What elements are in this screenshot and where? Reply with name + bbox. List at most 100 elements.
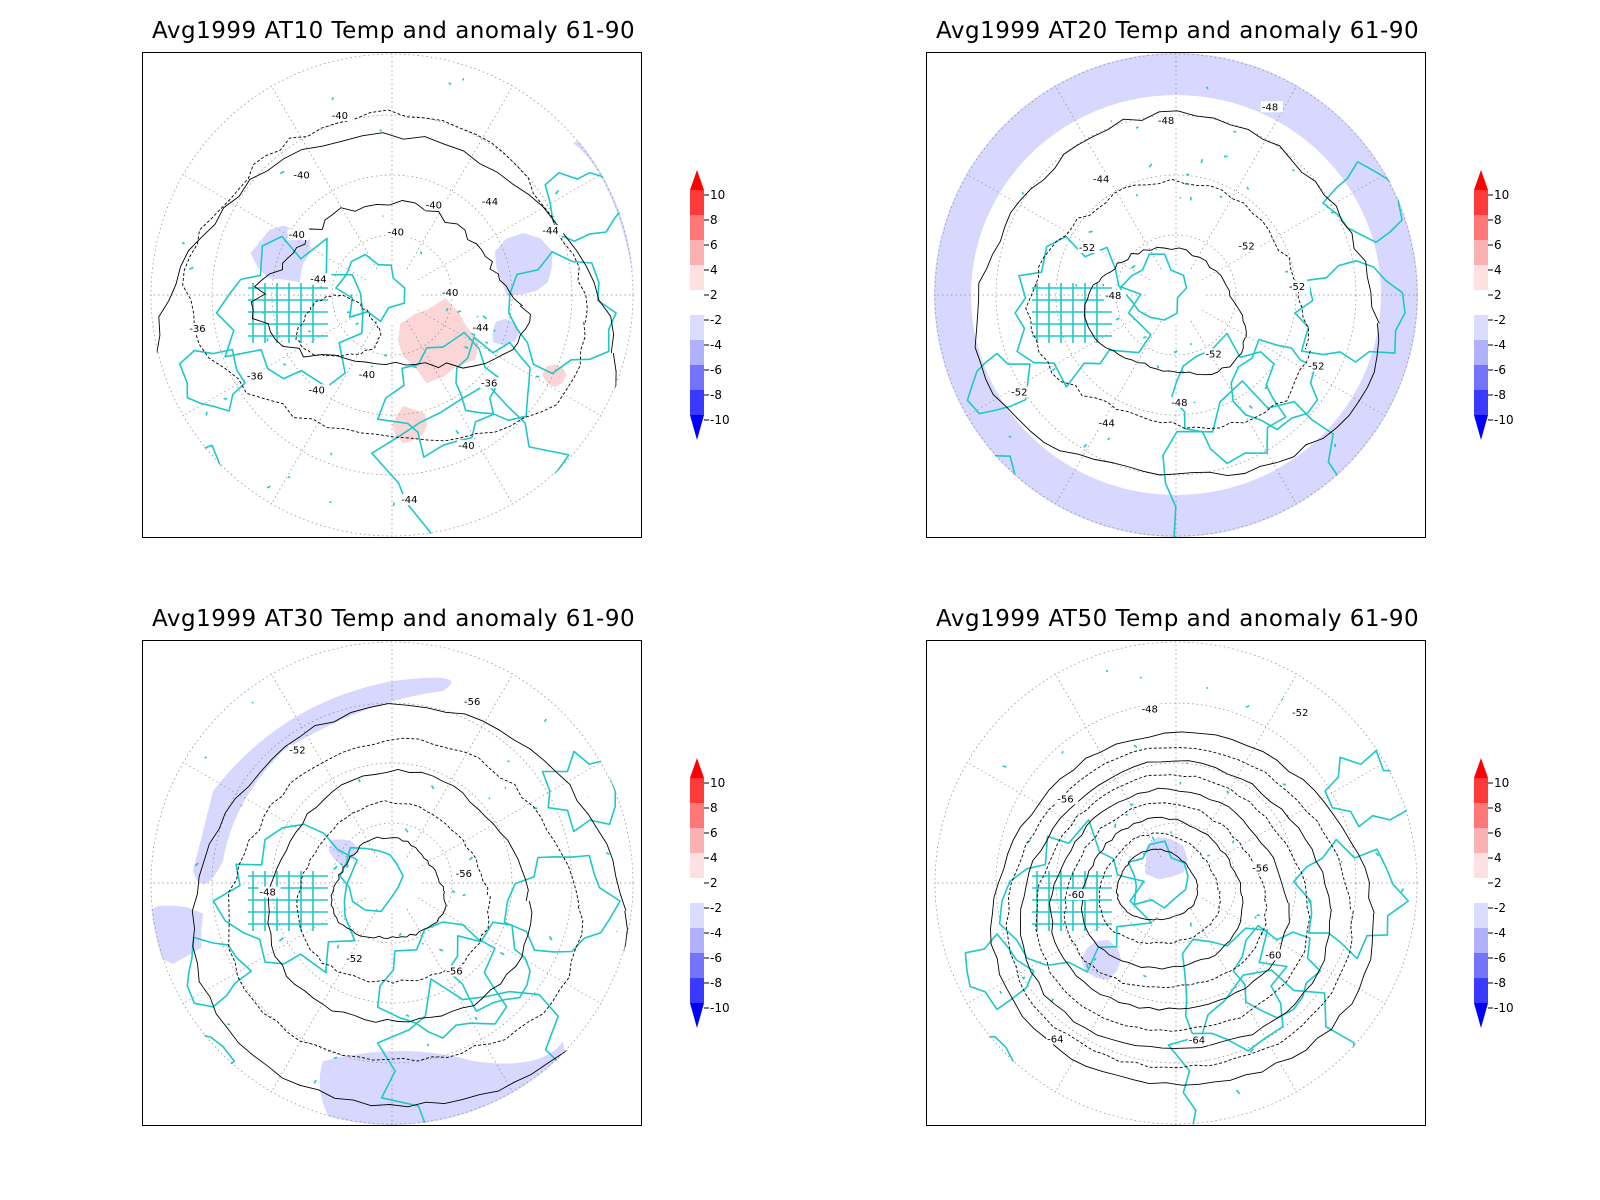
coastline <box>998 819 1153 973</box>
latitude-circle <box>1115 822 1237 944</box>
meridian-line <box>1190 85 1298 270</box>
island <box>1133 744 1138 749</box>
colorbar-label: -4 <box>710 338 722 352</box>
panel-title: Avg1999 AT50 Temp and anomaly 61-90 <box>936 606 1420 632</box>
isotherm-line <box>330 836 447 939</box>
colorbar-label: 10 <box>710 776 725 790</box>
colorbar-label: 4 <box>710 851 718 865</box>
island <box>227 1023 231 1026</box>
contour-label: -48 <box>1171 398 1187 409</box>
meridian-line <box>406 320 514 505</box>
contour-label-bg <box>1264 949 1287 961</box>
island <box>194 862 199 867</box>
island <box>1200 158 1204 164</box>
colorbar-label: -6 <box>710 363 722 377</box>
contour-label: -40 <box>359 370 375 381</box>
isotherm-line <box>974 110 1380 477</box>
contour-label-bg <box>357 368 380 380</box>
colorbar-swatch <box>690 215 704 240</box>
contour-label-bg <box>462 695 485 707</box>
island <box>1093 957 1097 961</box>
contour-label: -56 <box>446 966 462 977</box>
island <box>382 215 384 217</box>
colorbar-swatch <box>1474 190 1488 215</box>
island <box>1281 698 1284 701</box>
contour-label: -44 <box>1093 174 1109 185</box>
coastline <box>1162 380 1344 537</box>
colorbar-label: 8 <box>1494 801 1502 815</box>
colorbar-swatch <box>690 365 704 390</box>
island <box>455 429 460 435</box>
contour-label-bg <box>457 440 480 452</box>
meridian-line <box>966 173 1151 281</box>
meridian-line <box>1054 320 1162 505</box>
colorbar-swatch <box>690 903 704 928</box>
island <box>1334 443 1337 448</box>
island <box>329 501 332 504</box>
isotherm-line <box>1048 787 1290 1011</box>
coastline <box>215 235 364 388</box>
colorbar-swatch <box>690 928 704 953</box>
map-at50: -60 -56 -48 -52 -56 -60 -64 -64 <box>926 640 1426 1126</box>
island <box>485 341 489 344</box>
colorbar-label: 10 <box>1494 188 1509 202</box>
island <box>470 332 476 337</box>
contour-label: -64 <box>1047 1034 1063 1045</box>
isotherms <box>191 703 628 1108</box>
contour-label-bg <box>441 287 463 298</box>
colorbar-at20: 10 8 6 4 2 -2 -4 -6 -8 -10 <box>1474 170 1514 440</box>
colorbar-label: 8 <box>710 801 718 815</box>
meridian-line <box>966 309 1151 417</box>
colorbar-label: 6 <box>1494 238 1502 252</box>
island <box>1086 964 1089 969</box>
contour-label: -40 <box>388 227 404 238</box>
island <box>383 354 388 357</box>
colorbar-label: -10 <box>1494 1001 1514 1015</box>
colorbar-arrow-top <box>690 170 704 190</box>
isotherm-line <box>150 132 617 537</box>
meridian-line <box>1054 85 1162 270</box>
contour-label: -40 <box>442 288 458 299</box>
meridian-line <box>182 309 367 417</box>
meridian-line <box>406 908 514 1093</box>
coastline <box>171 444 226 501</box>
contour-label-bg <box>1077 242 1100 254</box>
contour-label-bg <box>480 377 503 389</box>
island <box>1139 676 1142 679</box>
island <box>205 411 208 416</box>
colorbar-label: 2 <box>710 288 718 302</box>
contour-label-bg <box>424 199 447 211</box>
meridian-line <box>1201 761 1386 869</box>
island <box>457 310 462 314</box>
coastlines <box>171 78 628 537</box>
island <box>278 936 284 942</box>
colorbar-label: -6 <box>1494 363 1506 377</box>
coastlines <box>177 701 621 1125</box>
meridian-line <box>182 173 367 281</box>
colorbar-label: 2 <box>1494 876 1502 890</box>
meridian-line <box>966 761 1151 869</box>
contour-label: -48 <box>1142 705 1158 716</box>
panel-title: Avg1999 AT10 Temp and anomaly 61-90 <box>152 18 636 44</box>
colorbar-label: -4 <box>1494 338 1506 352</box>
coastline <box>1322 161 1403 244</box>
island <box>1254 916 1257 919</box>
contour-label-bg <box>245 370 268 382</box>
coastline <box>508 251 617 375</box>
island <box>482 315 488 320</box>
island <box>468 856 474 861</box>
colorbar-label: -6 <box>710 951 722 965</box>
island <box>240 804 243 807</box>
colorbar-swatch <box>690 953 704 978</box>
island <box>1186 173 1190 176</box>
meridian-line <box>1190 320 1298 505</box>
contour-label: -40 <box>332 111 348 122</box>
colorbar-swatch <box>1474 390 1488 415</box>
contour-label: -52 <box>289 746 305 757</box>
island <box>1226 790 1230 794</box>
meridian-line <box>270 320 378 505</box>
colorbar-label: -2 <box>1494 313 1506 327</box>
colorbar-label: -10 <box>710 1001 730 1015</box>
colorbar-label: -4 <box>710 926 722 940</box>
contour-label-bg <box>1046 1033 1069 1045</box>
